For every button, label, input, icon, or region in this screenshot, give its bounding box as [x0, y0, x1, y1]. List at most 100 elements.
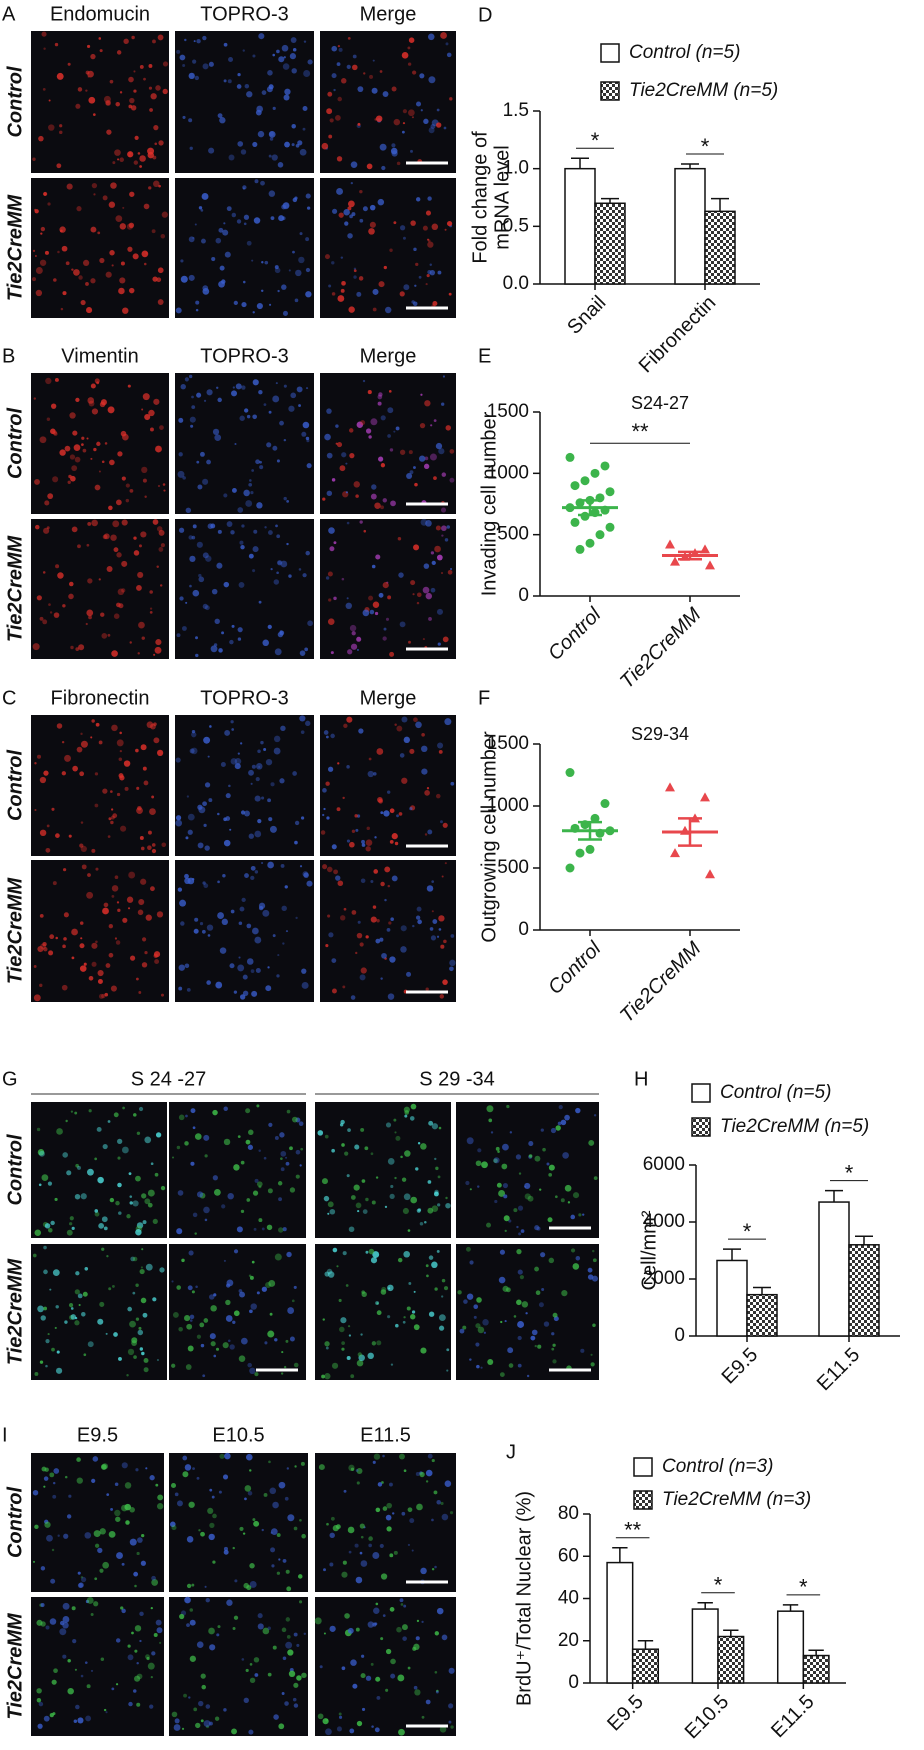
texture: [219, 117, 226, 124]
texture: [442, 636, 449, 643]
texture: [438, 928, 442, 931]
panel-letter: G: [2, 1068, 18, 1090]
texture: [90, 1669, 94, 1673]
texture: [493, 1158, 498, 1163]
texture: [41, 1174, 49, 1181]
texture: [113, 547, 119, 553]
texture: [59, 1628, 67, 1636]
texture: [592, 1323, 596, 1328]
texture: [186, 987, 191, 992]
texture: [32, 1253, 37, 1258]
texture: [473, 1315, 477, 1319]
texture: [486, 1105, 494, 1113]
texture: [281, 1627, 287, 1633]
texture: [195, 308, 199, 312]
texture: [90, 457, 93, 460]
texture: [114, 1482, 119, 1487]
texture: [143, 1357, 149, 1363]
texture: [156, 1503, 164, 1510]
texture: [345, 491, 348, 494]
texture: [77, 1165, 81, 1170]
texture: [440, 944, 445, 949]
texture: [149, 1475, 155, 1481]
texture: [68, 474, 72, 479]
texture: [118, 1211, 122, 1215]
texture: [32, 277, 37, 282]
texture: [254, 936, 262, 944]
texture: [348, 428, 354, 433]
texture: [226, 206, 232, 212]
texture: [500, 1320, 503, 1324]
texture: [237, 507, 244, 513]
micrograph: [31, 1244, 167, 1380]
texture: [88, 1109, 92, 1113]
texture: [160, 1185, 166, 1191]
texture: [52, 1481, 56, 1485]
texture: [201, 193, 209, 200]
texture: [102, 907, 109, 915]
micrograph: [315, 1597, 456, 1736]
texture: [202, 552, 209, 559]
texture: [433, 419, 437, 423]
texture: [284, 885, 288, 889]
texture: [69, 412, 76, 419]
texture: [380, 1289, 387, 1295]
texture: [400, 1155, 403, 1159]
texture: [39, 1360, 44, 1364]
texture: [186, 1623, 190, 1628]
texture: [445, 425, 452, 431]
texture: [102, 534, 108, 540]
texture: [250, 969, 255, 973]
texture: [259, 465, 264, 470]
texture: [268, 1122, 273, 1128]
texture: [407, 62, 412, 66]
texture: [376, 1340, 382, 1346]
texture: [432, 919, 438, 924]
y-tick-label: 0: [518, 919, 529, 940]
texture: [373, 1453, 381, 1460]
texture: [329, 1562, 334, 1567]
texture: [145, 1654, 150, 1660]
texture: [139, 1347, 144, 1351]
texture: [210, 645, 218, 653]
texture: [180, 259, 184, 263]
texture: [353, 481, 360, 488]
texture: [43, 1485, 46, 1488]
texture: [256, 1104, 260, 1108]
texture: [324, 254, 330, 260]
texture: [376, 1310, 382, 1316]
texture: [348, 1550, 352, 1554]
texture: [187, 1345, 194, 1352]
texture: [104, 442, 108, 445]
texture: [341, 280, 346, 286]
texture: [376, 919, 380, 923]
micrograph: [320, 715, 456, 856]
texture: [59, 1620, 65, 1626]
texture: [409, 748, 415, 754]
texture: [582, 1213, 585, 1216]
texture: [300, 1461, 305, 1466]
texture: [450, 934, 455, 938]
texture: [403, 284, 410, 291]
texture: [176, 1285, 182, 1290]
texture: [242, 187, 246, 190]
texture: [349, 841, 355, 848]
texture: [238, 1355, 246, 1362]
panel-letter: C: [2, 687, 16, 709]
texture: [247, 1362, 252, 1368]
texture: [42, 619, 48, 625]
texture: [280, 1167, 285, 1172]
texture: [101, 1464, 107, 1470]
texture: [299, 715, 306, 722]
texture: [198, 806, 206, 814]
texture: [434, 1565, 437, 1569]
texture: [433, 1490, 438, 1495]
texture: [188, 236, 195, 243]
texture: [380, 977, 383, 980]
texture: [100, 1657, 105, 1662]
texture: [337, 880, 344, 887]
texture: [496, 1182, 502, 1188]
error-bar: [825, 1189, 843, 1203]
texture: [370, 1257, 378, 1264]
texture: [116, 552, 122, 558]
